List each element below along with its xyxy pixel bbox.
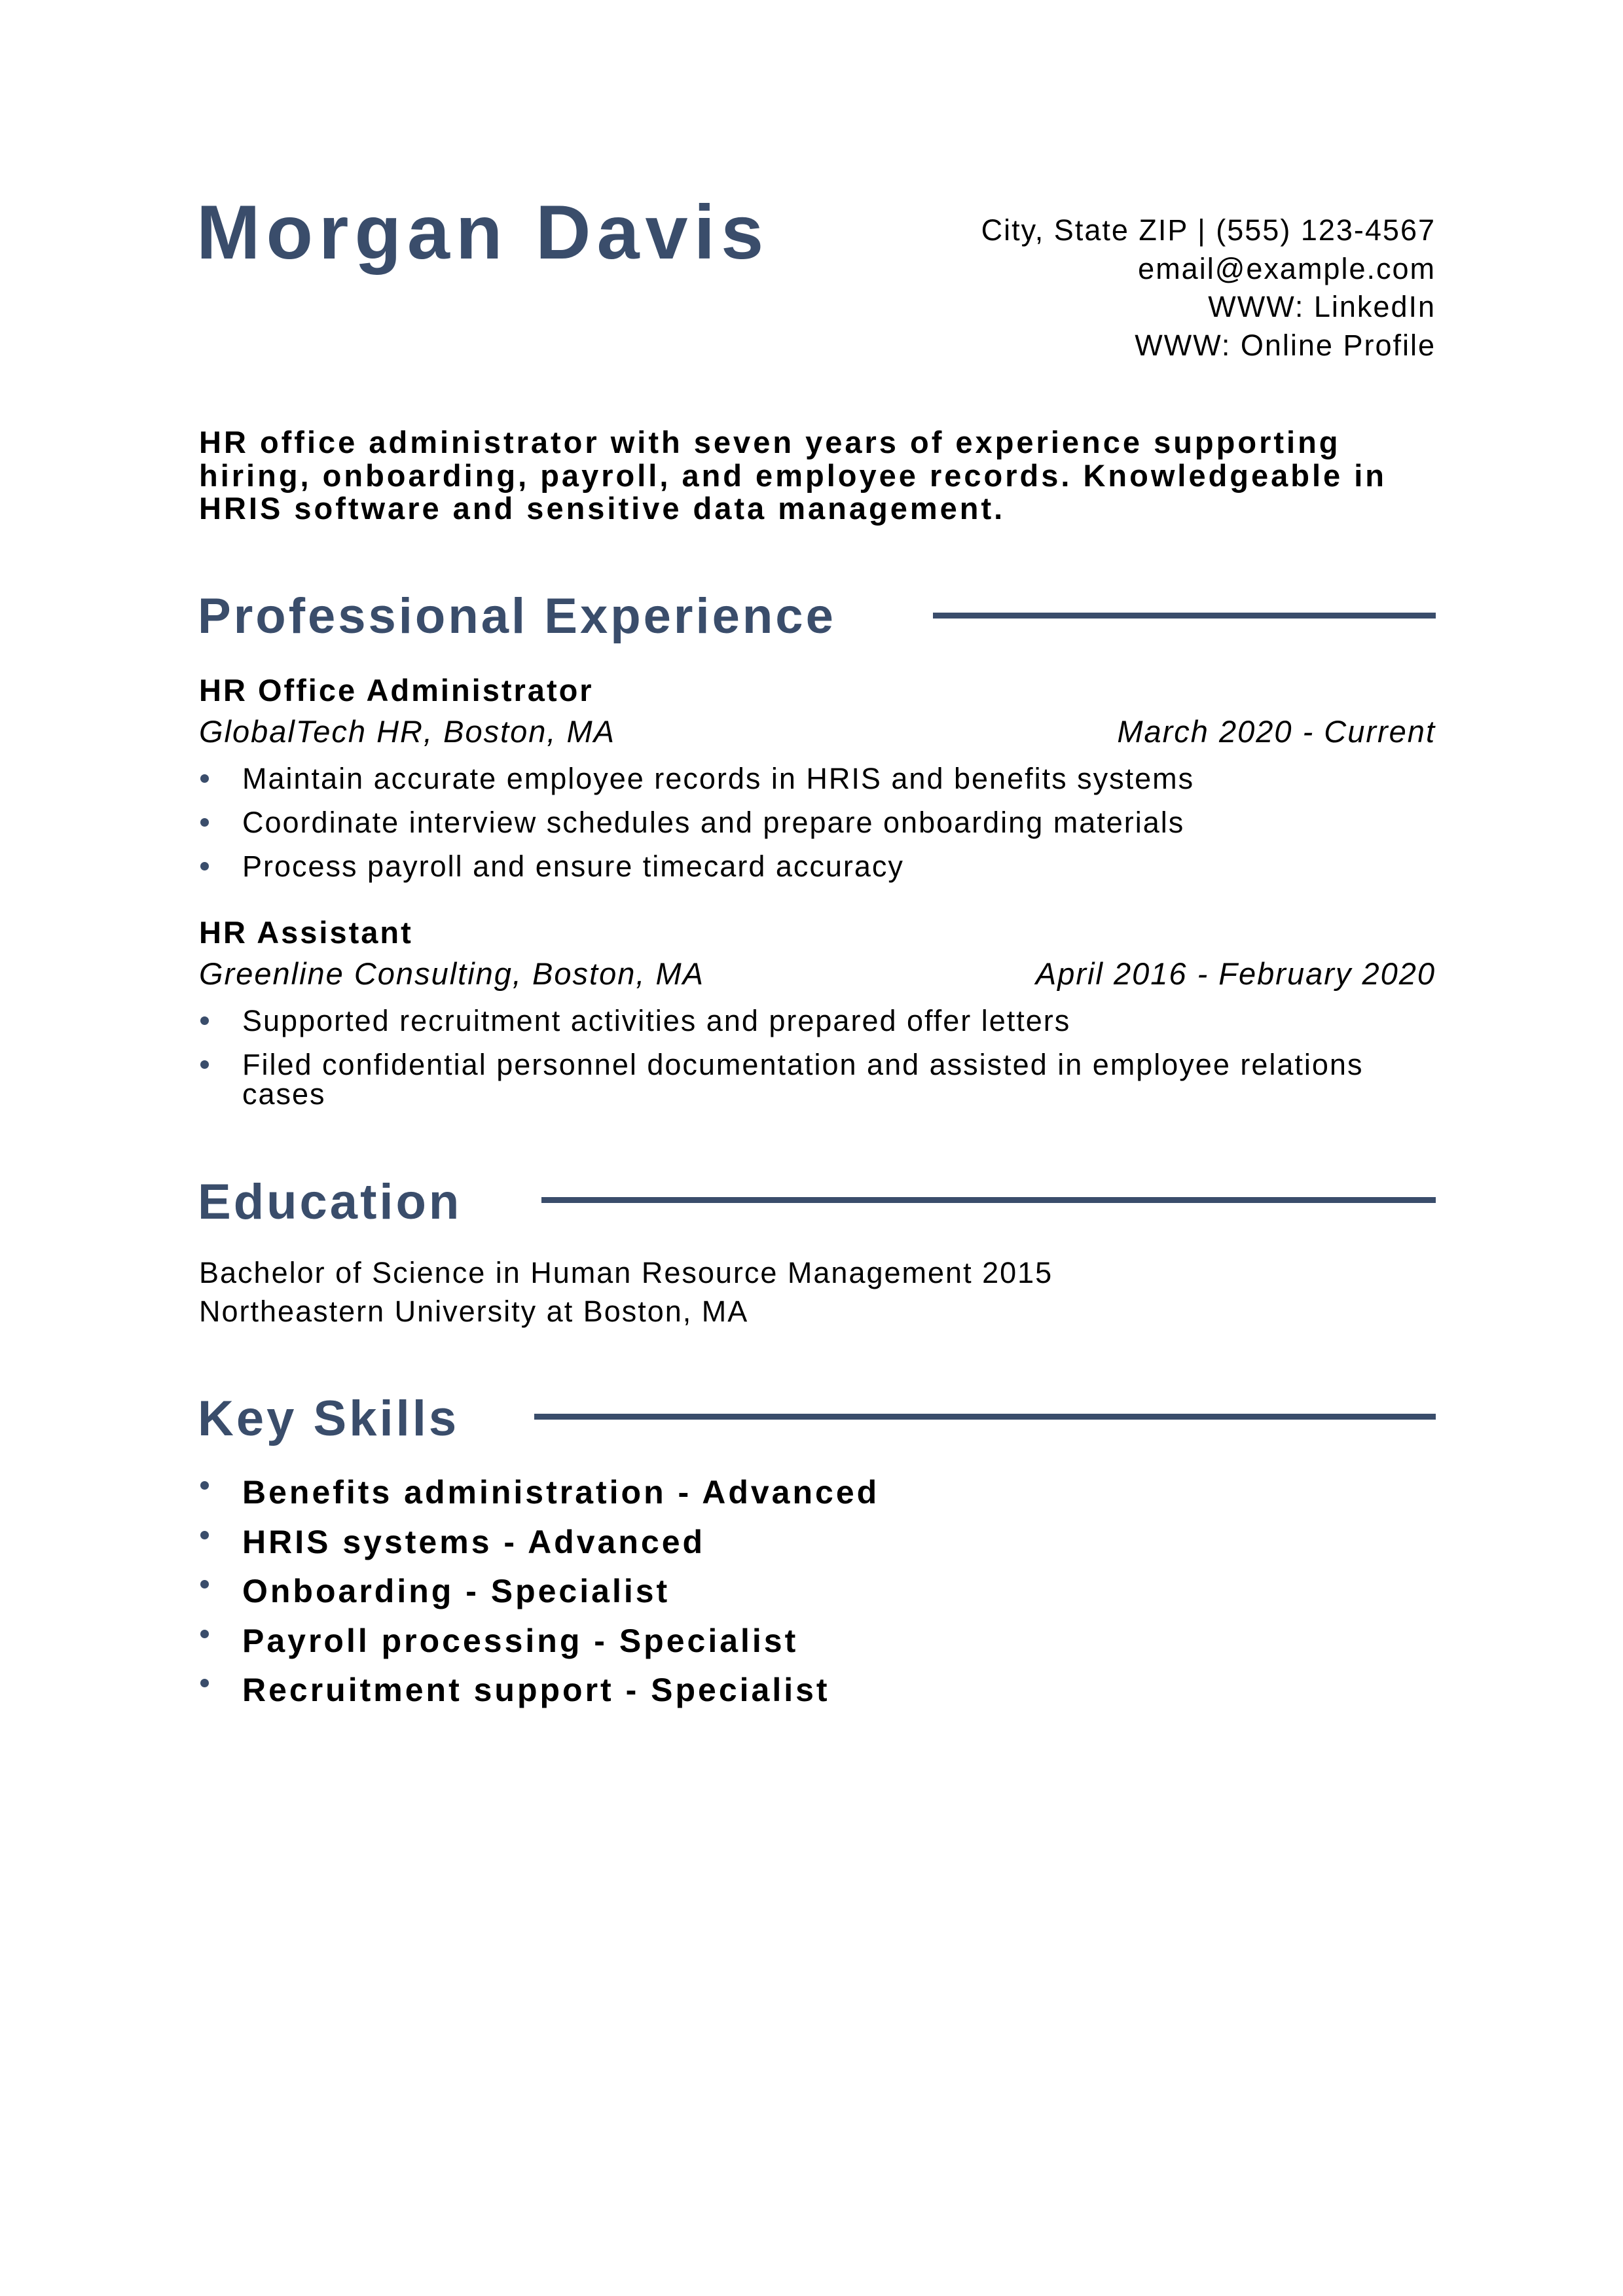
bullet-icon xyxy=(200,774,209,783)
contact-info: City, State ZIP | (555) 123-4567 email@e… xyxy=(981,211,1436,365)
bullet-text: Coordinate interview schedules and prepa… xyxy=(242,806,1185,839)
skill-item: HRIS systems - Advanced xyxy=(199,1518,879,1568)
summary: HR office administrator with seven years… xyxy=(199,425,1387,526)
section-divider xyxy=(541,1197,1436,1203)
section-divider xyxy=(534,1414,1436,1420)
education-entry: Bachelor of Science in Human Resource Ma… xyxy=(199,1254,1053,1331)
candidate-name: Morgan Davis xyxy=(196,189,770,275)
bullet-icon xyxy=(200,1629,209,1638)
list-item: Process payroll and ensure timecard accu… xyxy=(199,852,1436,881)
job-title: HR Assistant xyxy=(199,915,413,950)
bullet-icon xyxy=(200,1016,209,1025)
skill-item: Onboarding - Specialist xyxy=(199,1567,879,1617)
job-bullets: Supported recruitment activities and pre… xyxy=(199,1006,1436,1123)
education-degree: Bachelor of Science in Human Resource Ma… xyxy=(199,1256,1053,1289)
list-item: Maintain accurate employee records in HR… xyxy=(199,764,1436,793)
job-dates: April 2016 - February 2020 xyxy=(1035,956,1436,991)
skills-list: Benefits administration - Advanced HRIS … xyxy=(199,1468,879,1715)
job-dates: March 2020 - Current xyxy=(1117,714,1436,749)
list-item: Filed confidential personnel documentati… xyxy=(199,1050,1436,1109)
skill-text: Payroll processing - Specialist xyxy=(242,1622,799,1659)
job-bullets: Maintain accurate employee records in HR… xyxy=(199,764,1436,895)
skill-item: Benefits administration - Advanced xyxy=(199,1468,879,1518)
skill-item: Payroll processing - Specialist xyxy=(199,1617,879,1666)
education-school: Northeastern University at Boston, MA xyxy=(199,1294,749,1328)
skill-text: Recruitment support - Specialist xyxy=(242,1672,830,1708)
bullet-text: Process payroll and ensure timecard accu… xyxy=(242,850,904,883)
bullet-icon xyxy=(200,1580,209,1588)
contact-profile: WWW: Online Profile xyxy=(1135,328,1436,362)
contact-linkedin: WWW: LinkedIn xyxy=(1208,290,1436,324)
job-meta: GlobalTech HR, Boston, MA March 2020 - C… xyxy=(199,713,1436,750)
skill-text: Benefits administration - Advanced xyxy=(242,1474,880,1511)
bullet-text: Supported recruitment activities and pre… xyxy=(242,1004,1071,1037)
bullet-icon xyxy=(200,862,209,870)
skill-item: Recruitment support - Specialist xyxy=(199,1666,879,1715)
job-company: Greenline Consulting, Boston, MA xyxy=(199,956,704,991)
skill-text: Onboarding - Specialist xyxy=(242,1573,670,1609)
bullet-icon xyxy=(200,1481,209,1490)
bullet-text: Filed confidential personnel documentati… xyxy=(242,1048,1364,1111)
bullet-icon xyxy=(200,818,209,827)
section-heading-experience: Professional Experience xyxy=(198,588,836,644)
job-title: HR Office Administrator xyxy=(199,673,594,708)
bullet-icon xyxy=(200,1530,209,1539)
section-heading-education: Education xyxy=(198,1174,462,1230)
section-divider xyxy=(933,613,1436,619)
contact-email: email@example.com xyxy=(1138,251,1436,285)
list-item: Supported recruitment activities and pre… xyxy=(199,1006,1436,1035)
bullet-text: Maintain accurate employee records in HR… xyxy=(242,762,1195,795)
job-company: GlobalTech HR, Boston, MA xyxy=(199,714,616,749)
bullet-icon xyxy=(200,1060,209,1069)
list-item: Coordinate interview schedules and prepa… xyxy=(199,808,1436,837)
section-heading-skills: Key Skills xyxy=(198,1391,460,1446)
bullet-icon xyxy=(200,1679,209,1687)
contact-address-phone: City, State ZIP | (555) 123-4567 xyxy=(981,213,1436,247)
job-meta: Greenline Consulting, Boston, MA April 2… xyxy=(199,956,1436,992)
skill-text: HRIS systems - Advanced xyxy=(242,1523,706,1560)
